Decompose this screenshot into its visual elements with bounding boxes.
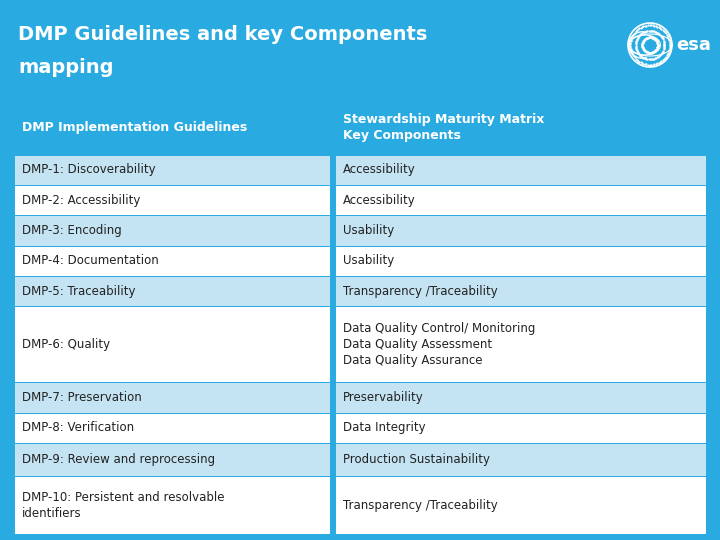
Text: esa: esa bbox=[676, 36, 711, 54]
Text: DMP-10: Persistent and resolvable
identifiers: DMP-10: Persistent and resolvable identi… bbox=[22, 491, 225, 519]
Bar bbox=[14, 306, 330, 382]
Text: DMP-5: Traceability: DMP-5: Traceability bbox=[22, 285, 136, 298]
Bar bbox=[335, 185, 706, 215]
Text: DMP-2: Accessibility: DMP-2: Accessibility bbox=[22, 194, 140, 207]
Bar bbox=[14, 443, 330, 476]
Bar bbox=[335, 443, 706, 476]
Text: DMP-4: Documentation: DMP-4: Documentation bbox=[22, 254, 159, 267]
Bar bbox=[335, 476, 706, 534]
Text: Transparency /Traceability: Transparency /Traceability bbox=[343, 498, 498, 512]
Bar bbox=[14, 215, 330, 246]
Bar bbox=[14, 154, 330, 185]
Bar bbox=[335, 276, 706, 306]
Text: DMP Guidelines and key Components: DMP Guidelines and key Components bbox=[18, 25, 428, 44]
Bar bbox=[335, 154, 706, 185]
Bar bbox=[14, 382, 330, 413]
Text: Accessibility: Accessibility bbox=[343, 194, 415, 207]
Text: DMP-6: Quality: DMP-6: Quality bbox=[22, 338, 110, 351]
Text: Usability: Usability bbox=[343, 254, 395, 267]
Text: Production Sustainability: Production Sustainability bbox=[343, 453, 490, 466]
Text: Data Quality Control/ Monitoring
Data Quality Assessment
Data Quality Assurance: Data Quality Control/ Monitoring Data Qu… bbox=[343, 322, 536, 367]
Text: Usability: Usability bbox=[343, 224, 395, 237]
Bar bbox=[14, 413, 330, 443]
Bar bbox=[335, 215, 706, 246]
Text: Transparency /Traceability: Transparency /Traceability bbox=[343, 285, 498, 298]
Bar bbox=[335, 382, 706, 413]
Text: DMP-7: Preservation: DMP-7: Preservation bbox=[22, 391, 142, 404]
Text: DMP Implementation Guidelines: DMP Implementation Guidelines bbox=[22, 121, 248, 134]
Bar bbox=[335, 413, 706, 443]
Text: Accessibility: Accessibility bbox=[343, 163, 415, 176]
Text: DMP-3: Encoding: DMP-3: Encoding bbox=[22, 224, 122, 237]
Bar bbox=[14, 246, 330, 276]
Text: DMP-8: Verification: DMP-8: Verification bbox=[22, 421, 135, 434]
Bar bbox=[14, 276, 330, 306]
Text: mapping: mapping bbox=[18, 58, 114, 77]
Bar bbox=[14, 185, 330, 215]
Text: Data Integrity: Data Integrity bbox=[343, 421, 426, 434]
Bar bbox=[14, 100, 330, 154]
Text: Stewardship Maturity Matrix
Key Components: Stewardship Maturity Matrix Key Componen… bbox=[343, 112, 544, 142]
Text: Preservability: Preservability bbox=[343, 391, 424, 404]
Text: DMP-1: Discoverability: DMP-1: Discoverability bbox=[22, 163, 156, 176]
Bar bbox=[335, 246, 706, 276]
Bar bbox=[335, 100, 706, 154]
Text: DMP-9: Review and reprocessing: DMP-9: Review and reprocessing bbox=[22, 453, 215, 466]
Bar bbox=[14, 476, 330, 534]
Bar bbox=[335, 306, 706, 382]
